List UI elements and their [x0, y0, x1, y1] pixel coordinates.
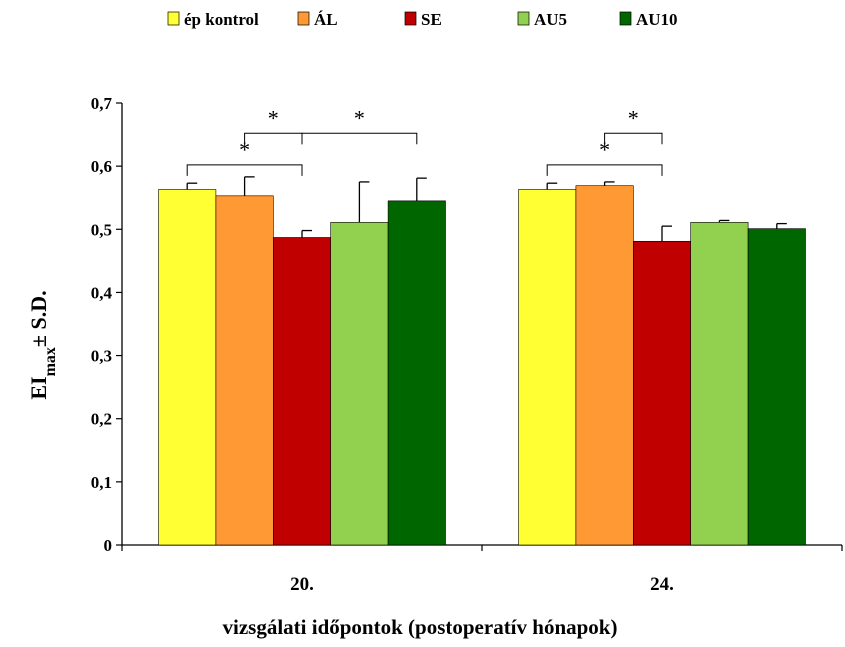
- bar: [747, 228, 806, 546]
- significance-marker: *: [239, 137, 250, 162]
- bar: [215, 195, 274, 546]
- significance-bracket: [301, 132, 418, 145]
- bar: [690, 222, 749, 546]
- legend-item: ép kontrol: [167, 10, 259, 29]
- significance-bracket: [604, 132, 663, 145]
- bar: [518, 189, 577, 546]
- legend-label: ÁL: [314, 10, 338, 29]
- legend-label: ép kontrol: [184, 10, 259, 29]
- legend-item: AU10: [619, 10, 678, 29]
- y-tick-label: 0,7: [91, 94, 113, 113]
- significance-bracket: [186, 164, 303, 176]
- y-axis-label: EImax± S.D.: [26, 290, 59, 399]
- legend-swatch: [619, 11, 632, 26]
- legend-item: ÁL: [297, 10, 338, 29]
- legend-swatch: [297, 11, 310, 26]
- legend-label: SE: [421, 10, 442, 29]
- y-tick-label: 0,5: [91, 220, 112, 239]
- y-tick-label: 0,3: [91, 347, 112, 366]
- y-tick-label: 0,2: [91, 410, 112, 429]
- y-tick-label: 0: [104, 536, 113, 555]
- x-axis: 20. 24.: [121, 544, 843, 595]
- significance-bracket: [244, 132, 303, 145]
- legend-label: AU5: [534, 10, 567, 29]
- legend-swatch: [404, 11, 417, 26]
- x-category-label: 24.: [650, 574, 674, 595]
- legend: ép kontrol ÁL SE AU5 AU10: [167, 10, 678, 29]
- legend-label: AU10: [636, 10, 678, 29]
- significance-marker: *: [354, 105, 365, 130]
- bar: [272, 237, 331, 546]
- legend-item: SE: [404, 10, 442, 29]
- bar: [158, 189, 217, 546]
- y-axis: 0 0,1 0,2 0,3 0,4 0,5 0,6 0,7: [91, 94, 123, 555]
- bar: [575, 185, 634, 546]
- significance-brackets: * * * * *: [186, 105, 663, 176]
- bars: [158, 176, 806, 546]
- significance-bracket: [546, 164, 663, 176]
- y-tick-label: 0,1: [91, 473, 112, 492]
- x-category-label: 20.: [290, 574, 314, 595]
- legend-item: AU5: [517, 10, 567, 29]
- significance-marker: *: [628, 105, 639, 130]
- x-axis-label: vizsgálati időpontok (postoperatív hónap…: [223, 615, 618, 639]
- y-tick-label: 0,6: [91, 157, 112, 176]
- legend-swatch: [167, 11, 180, 26]
- bar: [632, 240, 691, 546]
- significance-marker: *: [599, 137, 610, 162]
- bar: [387, 200, 446, 546]
- significance-marker: *: [268, 105, 279, 130]
- y-tick-label: 0,4: [91, 283, 113, 302]
- legend-swatch: [517, 11, 530, 26]
- bar: [330, 222, 389, 546]
